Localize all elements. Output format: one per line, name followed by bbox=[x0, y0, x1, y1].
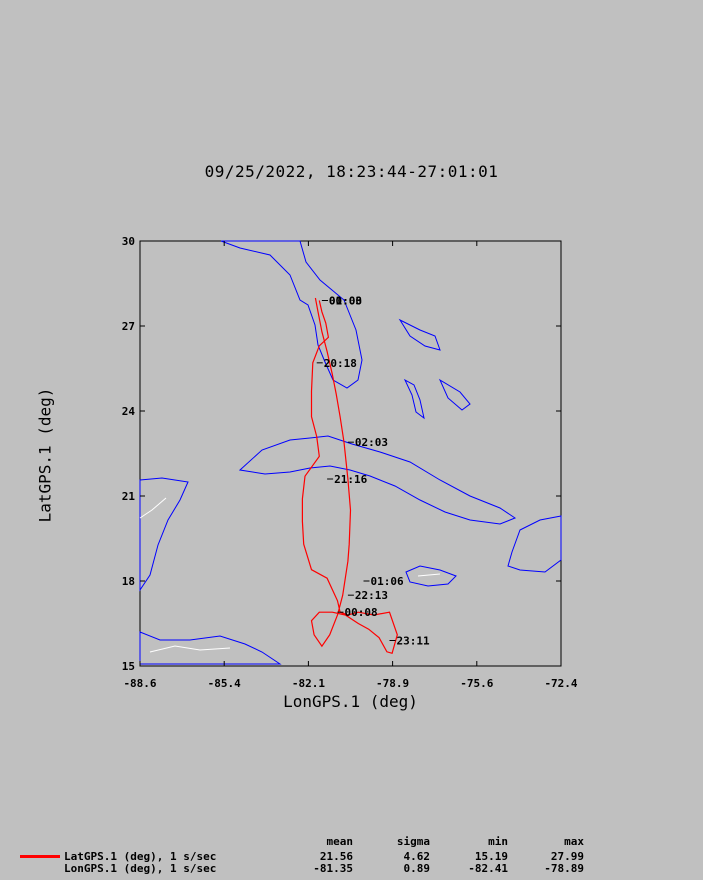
y-axis-label: LatGPS.1 (deg) bbox=[35, 387, 55, 523]
time-annotation: 00:00 bbox=[329, 295, 362, 308]
stat-mean: 21.56 bbox=[319, 850, 353, 863]
coast-central-america bbox=[139, 631, 282, 665]
stat-min: -82.41 bbox=[468, 862, 508, 875]
stat-sigma: 4.62 bbox=[403, 850, 431, 863]
x-tick-label: -82.1 bbox=[292, 677, 325, 690]
y-tick-label: 15 bbox=[122, 660, 135, 673]
series-name: LonGPS.1 (deg), 1 s/sec bbox=[64, 862, 217, 875]
stats-row: LonGPS.1 (deg), 1 s/sec -81.35 0.89 -82.… bbox=[0, 862, 703, 875]
stat-min: 15.19 bbox=[474, 850, 508, 863]
x-axis-ticks: -88.6 -85.4 -82.1 -78.9 -75.6 -72.4 bbox=[123, 241, 578, 690]
flight-track-layer bbox=[301, 297, 398, 655]
stats-header-sigma: sigma bbox=[396, 835, 430, 848]
x-axis-label: LonGPS.1 (deg) bbox=[283, 692, 418, 711]
stat-max: -78.89 bbox=[544, 862, 584, 875]
stats-header-min: min bbox=[488, 835, 508, 848]
time-annotation: 02:03 bbox=[355, 436, 388, 449]
time-annotation: 20:18 bbox=[324, 357, 357, 370]
coast-bahamas-2 bbox=[438, 378, 471, 411]
x-tick-label: -88.6 bbox=[123, 677, 156, 690]
coast-bahamas-1 bbox=[403, 378, 425, 420]
time-annotation: 00:08 bbox=[345, 606, 378, 619]
coast-bahamas-3 bbox=[398, 318, 441, 351]
legend-swatch bbox=[20, 855, 60, 858]
time-annotation: 22:13 bbox=[355, 589, 388, 602]
x-tick-label: -85.4 bbox=[208, 677, 241, 690]
stat-max: 27.99 bbox=[550, 850, 584, 863]
coast-hispaniola-edge bbox=[507, 515, 562, 573]
time-annotation: 01:06 bbox=[370, 575, 403, 588]
coast-yucatan bbox=[139, 477, 189, 592]
track-series-line bbox=[301, 297, 398, 655]
y-tick-label: 21 bbox=[122, 490, 136, 503]
country-border bbox=[149, 645, 231, 653]
plot-frame bbox=[139, 240, 562, 667]
stats-row: LatGPS.1 (deg), 1 s/sec 21.56 4.62 15.19… bbox=[0, 850, 703, 863]
time-annotation: 21:16 bbox=[334, 473, 367, 486]
stat-sigma: 0.89 bbox=[403, 862, 431, 875]
coast-cuba bbox=[238, 435, 517, 525]
y-tick-label: 18 bbox=[122, 575, 135, 588]
time-annotation: 23:11 bbox=[396, 635, 429, 648]
chart-title: 09/25/2022, 18:23:44-27:01:01 bbox=[204, 162, 499, 181]
x-tick-label: -78.9 bbox=[376, 677, 409, 690]
country-border bbox=[417, 573, 441, 577]
time-annotation: 01:03 bbox=[329, 295, 362, 308]
series-name: LatGPS.1 (deg), 1 s/sec bbox=[64, 850, 217, 863]
y-axis-ticks: 15 18 21 24 27 30 bbox=[122, 235, 561, 673]
coastline-layer bbox=[139, 240, 562, 665]
coast-jamaica bbox=[405, 565, 457, 587]
x-tick-label: -72.4 bbox=[544, 677, 577, 690]
y-tick-label: 27 bbox=[122, 320, 135, 333]
stats-header-max: max bbox=[564, 835, 584, 848]
x-tick-label: -75.6 bbox=[460, 677, 493, 690]
y-tick-label: 24 bbox=[122, 405, 136, 418]
country-border bbox=[139, 497, 167, 519]
stat-mean: -81.35 bbox=[313, 862, 353, 875]
stats-header-mean: mean bbox=[326, 835, 354, 848]
y-tick-label: 30 bbox=[122, 235, 135, 248]
